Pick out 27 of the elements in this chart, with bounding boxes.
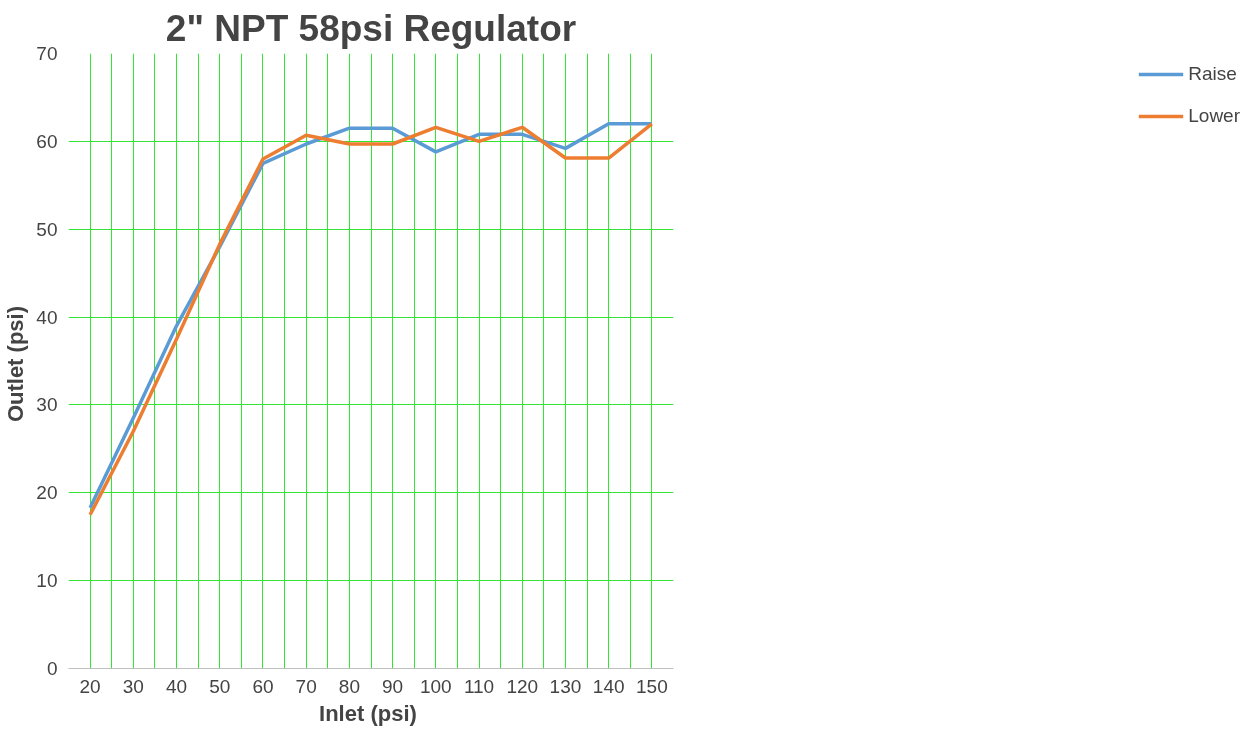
x-tick-label: 150 bbox=[636, 675, 668, 697]
y-axis-title: Outlet (psi) bbox=[3, 306, 29, 423]
x-tick-label: 90 bbox=[382, 675, 404, 697]
y-tick-label: 30 bbox=[36, 394, 58, 416]
x-tick-label: 20 bbox=[79, 675, 101, 697]
y-tick-label: 60 bbox=[36, 130, 58, 152]
x-tick-label: 50 bbox=[209, 675, 231, 697]
legend-label: Raise bbox=[1188, 63, 1237, 85]
y-tick-label: 70 bbox=[36, 43, 58, 64]
x-tick-label: 70 bbox=[295, 675, 317, 697]
y-tick-label: 10 bbox=[36, 570, 58, 592]
x-tick-label: 130 bbox=[549, 675, 582, 697]
x-tick-label: 100 bbox=[419, 675, 452, 697]
x-axis-title: Inlet (psi) bbox=[319, 700, 417, 726]
y-tick-label: 20 bbox=[36, 482, 58, 504]
chart-title: 2" NPT 58psi Regulator bbox=[165, 7, 577, 49]
x-tick-label: 110 bbox=[463, 675, 495, 697]
x-tick-label: 80 bbox=[338, 675, 360, 697]
y-tick-label: 40 bbox=[36, 306, 58, 328]
legend-label: Lower bbox=[1188, 105, 1240, 127]
x-tick-label: 40 bbox=[165, 675, 188, 697]
x-tick-label: 60 bbox=[252, 675, 274, 697]
y-tick-label: 50 bbox=[36, 218, 58, 240]
x-tick-label: 140 bbox=[592, 675, 625, 697]
x-tick-label: 120 bbox=[506, 675, 539, 697]
x-tick-label: 30 bbox=[122, 675, 144, 697]
y-tick-label: 0 bbox=[46, 658, 58, 679]
